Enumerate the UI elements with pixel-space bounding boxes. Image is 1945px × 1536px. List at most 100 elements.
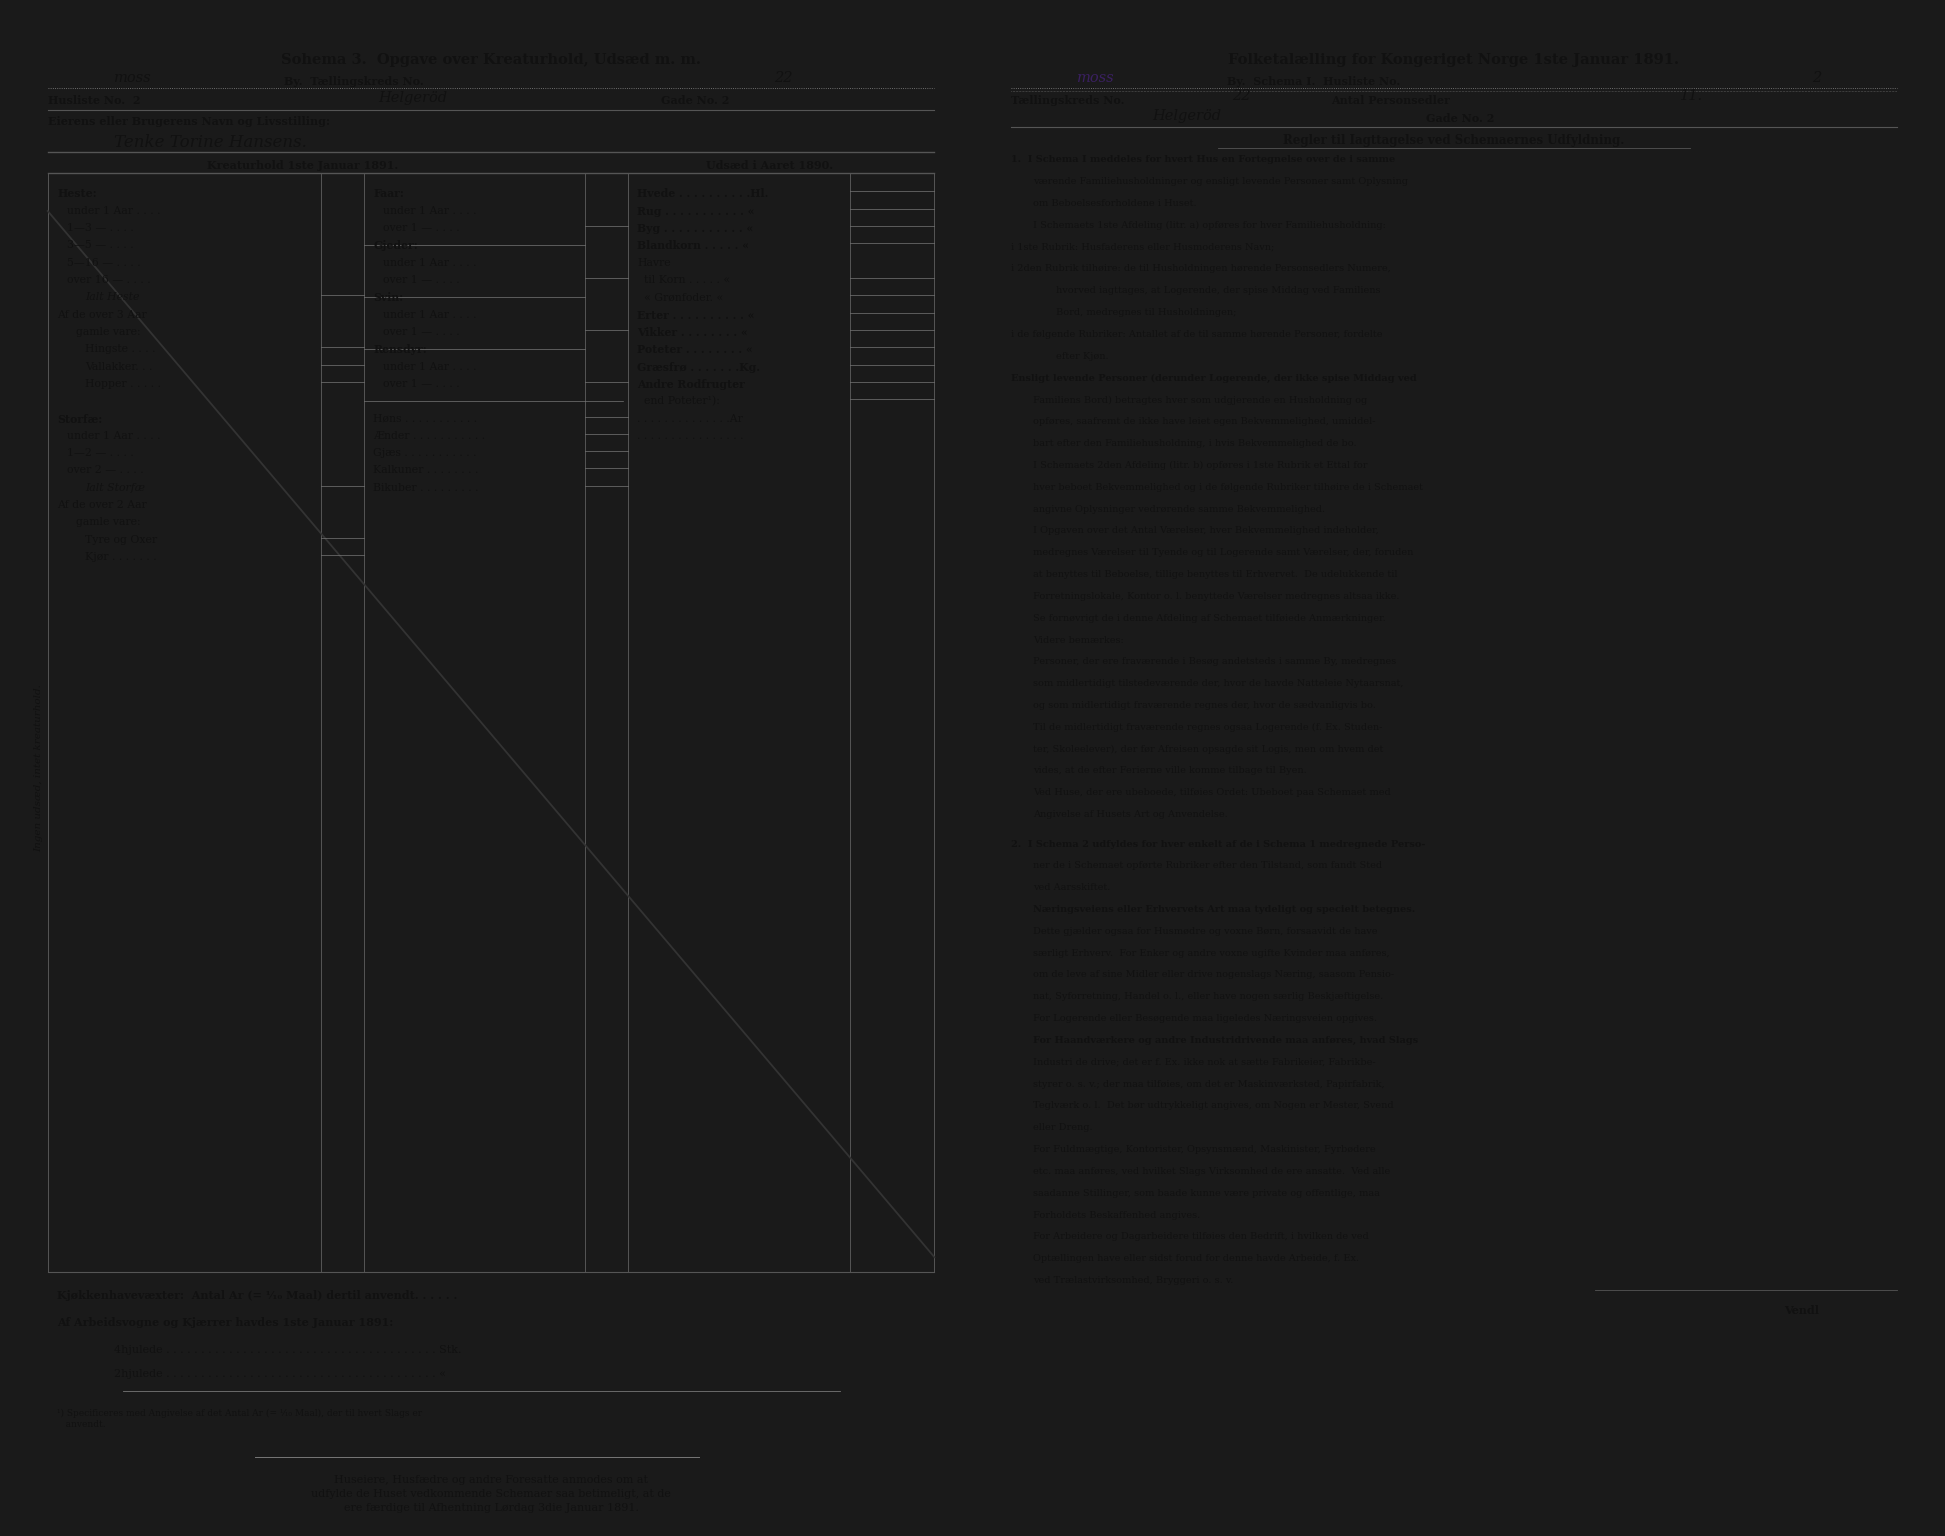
Text: etc. maa anføres, ved hvilket Slags Virksomhed de ere ansatte.  Ved alle: etc. maa anføres, ved hvilket Slags Virk…: [1033, 1167, 1391, 1177]
Text: ner de i Schemaet opførte Rubriker efter den Tilstand, som fandt Sted: ner de i Schemaet opførte Rubriker efter…: [1033, 862, 1383, 871]
Text: Sohema 3.  Opgave over Kreaturhold, Udsæd m. m.: Sohema 3. Opgave over Kreaturhold, Udsæd…: [282, 54, 700, 68]
Text: Kjør . . . . . . .: Kjør . . . . . . .: [86, 551, 158, 562]
Text: Byg . . . . . . . . . . . «: Byg . . . . . . . . . . . «: [638, 223, 753, 233]
Text: over 2 — . . . .: over 2 — . . . .: [66, 465, 144, 476]
Text: . . . . . . . . . . . . . .Ar: . . . . . . . . . . . . . .Ar: [638, 413, 743, 424]
Text: Poteter . . . . . . . . «: Poteter . . . . . . . . «: [638, 344, 753, 355]
Text: Optællingen have eller sidst forud for denne havde Arbeide, f. Ex.: Optællingen have eller sidst forud for d…: [1033, 1255, 1360, 1263]
Text: Erter . . . . . . . . . . «: Erter . . . . . . . . . . «: [638, 310, 755, 321]
Text: Vendl: Vendl: [1784, 1306, 1819, 1316]
Text: Af de over 2 Aar: Af de over 2 Aar: [56, 501, 148, 510]
Text: I Schemaets 2den Afdeling (litr. b) opføres i 1ste Rubrik et Ettal for: I Schemaets 2den Afdeling (litr. b) opfø…: [1033, 461, 1367, 470]
Text: Kjøkkenhavevæxter:  Antal Ar (= ¹⁄₁₀ Maal) dertil anvendt. . . . . .: Kjøkkenhavevæxter: Antal Ar (= ¹⁄₁₀ Maal…: [56, 1290, 457, 1301]
Text: 2: 2: [1813, 71, 1822, 84]
Text: Næringsveiens eller Erhvervets Art maa tydeligt og specielt betegnes.: Næringsveiens eller Erhvervets Art maa t…: [1033, 905, 1416, 914]
Text: Hvede . . . . . . . . . .Hl.: Hvede . . . . . . . . . .Hl.: [638, 189, 768, 200]
Text: under 1 Aar . . . .: under 1 Aar . . . .: [66, 206, 159, 215]
Text: For Arbeidere og Dagarbeidere tilføies den Bedrift, i hvilken de ved: For Arbeidere og Dagarbeidere tilføies d…: [1033, 1232, 1369, 1241]
Text: om Beboelsesforholdene i Huset.: om Beboelsesforholdene i Huset.: [1033, 200, 1196, 207]
Text: Gjeder:: Gjeder:: [373, 241, 418, 252]
Text: til Korn . . . . . «: til Korn . . . . . «: [638, 275, 731, 286]
Text: Helgeröd: Helgeröd: [377, 91, 447, 104]
Text: Høns . . . . . . . . . . .: Høns . . . . . . . . . . .: [373, 413, 477, 424]
Text: værende Familiehusholdninger og ensligt levende Personer samt Oplysning: værende Familiehusholdninger og ensligt …: [1033, 177, 1408, 186]
Text: Forholdets Beskaffenhed angives.: Forholdets Beskaffenhed angives.: [1033, 1210, 1200, 1220]
Text: Udsæd i Aaret 1890.: Udsæd i Aaret 1890.: [706, 160, 832, 170]
Text: Ialt Storfæ: Ialt Storfæ: [86, 482, 146, 493]
Text: vides, at de efter Ferierne ville komme tilbage til Byen.: vides, at de efter Ferierne ville komme …: [1033, 766, 1307, 776]
Text: . . . . . . . . . . . . . . . .: . . . . . . . . . . . . . . . .: [638, 430, 743, 441]
Text: Tællingskreds No.: Tællingskreds No.: [1011, 95, 1124, 106]
Text: Vikker . . . . . . . . «: Vikker . . . . . . . . «: [638, 327, 749, 338]
Text: By.  Tællingskreds No.: By. Tællingskreds No.: [284, 75, 424, 86]
Text: Af Arbeidsvogne og Kjærrer havdes 1ste Januar 1891:: Af Arbeidsvogne og Kjærrer havdes 1ste J…: [56, 1318, 393, 1329]
Text: som midlertidigt tilstedeværende der, hvor de havde Natteleie Nytaarsnat,: som midlertidigt tilstedeværende der, hv…: [1033, 679, 1404, 688]
Text: I Opgaven over det Antal Værelser, hver Bekvemmelighed indeholder,: I Opgaven over det Antal Værelser, hver …: [1033, 527, 1379, 536]
Text: over 1 — . . . .: over 1 — . . . .: [383, 379, 459, 389]
Text: under 1 Aar . . . .: under 1 Aar . . . .: [383, 258, 477, 267]
Text: Antal Personsedler: Antal Personsedler: [1330, 95, 1451, 106]
Text: Kreaturhold 1ste Januar 1891.: Kreaturhold 1ste Januar 1891.: [206, 160, 399, 170]
Text: hvorved iagttages, at Logerende, der spise Middag ved Familiens: hvorved iagttages, at Logerende, der spi…: [1056, 286, 1381, 295]
Text: moss: moss: [1078, 71, 1114, 84]
Text: under 1 Aar . . . .: under 1 Aar . . . .: [383, 310, 477, 319]
Text: 1—3 — . . . .: 1—3 — . . . .: [66, 223, 134, 233]
Text: Dette gjælder ogsaa for Husmødre og voxne Børn, forsaavidt de have: Dette gjælder ogsaa for Husmødre og voxn…: [1033, 926, 1377, 935]
Text: under 1 Aar . . . .: under 1 Aar . . . .: [383, 206, 477, 215]
Text: eller Dreng.: eller Dreng.: [1033, 1123, 1093, 1132]
Text: 22: 22: [774, 71, 794, 84]
Text: saadanne Stillinger, som baade kunne være private og offentlige, maa: saadanne Stillinger, som baade kunne vær…: [1033, 1189, 1381, 1198]
Text: Vallakker. . .: Vallakker. . .: [86, 361, 154, 372]
Text: i 2den Rubrik tilhøire: de til Husholdningen hørende Personsedlers Numere,: i 2den Rubrik tilhøire: de til Husholdni…: [1011, 264, 1391, 273]
Text: under 1 Aar . . . .: under 1 Aar . . . .: [383, 361, 477, 372]
Text: Havre: Havre: [638, 258, 671, 267]
Text: Forretningslokale, Kontor o. l. benyttede Værelser medregnes altsaa ikke.: Forretningslokale, Kontor o. l. benytted…: [1033, 591, 1400, 601]
Text: 11.: 11.: [1680, 89, 1704, 103]
Text: Kalkuner . . . . . . . .: Kalkuner . . . . . . . .: [373, 465, 478, 476]
Text: 22: 22: [1233, 89, 1251, 103]
Text: Andre Rodfrugter: Andre Rodfrugter: [638, 379, 745, 390]
Text: Tenke Torine Hansens.: Tenke Torine Hansens.: [113, 134, 307, 151]
Text: Eierens eller Brugerens Navn og Livsstilling:: Eierens eller Brugerens Navn og Livsstil…: [49, 117, 331, 127]
Text: Se fornøvrigt de i denne Afdeling af Schemaet tilføiede Anmærkninger.: Se fornøvrigt de i denne Afdeling af Sch…: [1033, 614, 1387, 622]
Text: By.  Schema I.  Husliste No.: By. Schema I. Husliste No.: [1227, 75, 1400, 86]
Text: For Haandværkere og andre Industridrivende maa anføres, hvad Slags: For Haandværkere og andre Industridriven…: [1033, 1035, 1418, 1044]
Text: Ialt Heste: Ialt Heste: [86, 292, 140, 303]
Text: bart efter den Familiehusholdning, i hvis Bekvemmelighed de bo.: bart efter den Familiehusholdning, i hvi…: [1033, 439, 1358, 449]
Text: ¹) Specificeres med Angivelse af det Antal Ar (= ¹⁄₁₀ Maal), der til hvert Slags: ¹) Specificeres med Angivelse af det Ant…: [56, 1409, 422, 1428]
Text: Rensdyr:: Rensdyr:: [373, 344, 428, 355]
Text: opføres, saafremt de ikke have leiet egen Bekvemmelighed, umiddel-: opføres, saafremt de ikke have leiet ege…: [1033, 418, 1375, 427]
Text: ved Aarsskiftet.: ved Aarsskiftet.: [1033, 883, 1111, 892]
Text: For Fuldmægtige, Kontorister, Opsynsmænd, Maskinister, Fyrbødere: For Fuldmægtige, Kontorister, Opsynsmænd…: [1033, 1144, 1375, 1154]
Text: 5—16 — . . . .: 5—16 — . . . .: [66, 258, 140, 267]
Text: Ænder . . . . . . . . . . .: Ænder . . . . . . . . . . .: [373, 430, 486, 441]
Text: nat, Syforretning, Handel o. l., eller have nogen særlig Beskjæftigelse.: nat, Syforretning, Handel o. l., eller h…: [1033, 992, 1383, 1001]
Text: 4hjulede . . . . . . . . . . . . . . . . . . . . . . . . . . . . . . . . . . . .: 4hjulede . . . . . . . . . . . . . . . .…: [113, 1344, 461, 1355]
Text: Ensligt levende Personer (derunder Logerende, der ikke spise Middag ved: Ensligt levende Personer (derunder Loger…: [1011, 373, 1416, 382]
Text: efter Kjøn.: efter Kjøn.: [1056, 352, 1109, 361]
Text: end Poteter¹):: end Poteter¹):: [638, 396, 720, 407]
Text: « Grønfoder. «: « Grønfoder. «: [638, 292, 724, 303]
Text: over 1 — . . . .: over 1 — . . . .: [383, 275, 459, 286]
Text: særligt Erhverv.  For Enker og andre voxne ugifte Kvinder maa anføres,: særligt Erhverv. For Enker og andre voxn…: [1033, 949, 1391, 957]
Text: Bord, medregnes til Husholdningen;: Bord, medregnes til Husholdningen;: [1056, 309, 1237, 316]
Text: Til de midlertidigt fraværende regnes ogsaa Logerende (f. Ex. Studen-: Til de midlertidigt fraværende regnes og…: [1033, 723, 1383, 733]
Text: Storfæ:: Storfæ:: [56, 413, 103, 424]
Text: Rug . . . . . . . . . . . «: Rug . . . . . . . . . . . «: [638, 206, 755, 217]
Text: 3—5 — . . . .: 3—5 — . . . .: [66, 241, 134, 250]
Text: Gjæs . . . . . . . . . . .: Gjæs . . . . . . . . . . .: [373, 449, 477, 458]
Text: Husliste No.  2: Husliste No. 2: [49, 95, 140, 106]
Text: moss: moss: [113, 71, 152, 84]
Text: Græsfrø . . . . . . .Kg.: Græsfrø . . . . . . .Kg.: [638, 361, 760, 373]
Text: Helgeröd: Helgeröd: [1151, 109, 1221, 123]
Text: over 16 — . . . .: over 16 — . . . .: [66, 275, 150, 286]
Text: ter, Skoleelever), der før Afreisen opsagde sit Logis, men om hvem det: ter, Skoleelever), der før Afreisen opsa…: [1033, 745, 1383, 754]
Text: Heste:: Heste:: [56, 189, 97, 200]
Text: 2.  I Schema 2 udfyldes for hver enkelt af de i Schema 1 medregnede Perso-: 2. I Schema 2 udfyldes for hver enkelt a…: [1011, 840, 1426, 848]
Text: Teglværk o. l.  Det bør udtrykkeligt angives, om Nogen er Mester, Svend: Teglværk o. l. Det bør udtrykkeligt angi…: [1033, 1101, 1395, 1111]
Text: angivne Oplysninger vedrørende samme Bekvemmelighed.: angivne Oplysninger vedrørende samme Bek…: [1033, 504, 1325, 513]
Text: at benyttes til Beboelse, tillige benyttes til Erhvervet.  De udelukkende til: at benyttes til Beboelse, tillige benytt…: [1033, 570, 1398, 579]
Text: Huseiere, Husfædre og andre Foresatte anmodes om at
udfylde de Huset vedkommende: Huseiere, Husfædre og andre Foresatte an…: [311, 1476, 671, 1513]
Text: hver beboet Bekvemmelighed og i de følgende Rubriker tilhøire de i Schemaet: hver beboet Bekvemmelighed og i de følge…: [1033, 482, 1424, 492]
Text: Bikuber . . . . . . . . .: Bikuber . . . . . . . . .: [373, 482, 478, 493]
